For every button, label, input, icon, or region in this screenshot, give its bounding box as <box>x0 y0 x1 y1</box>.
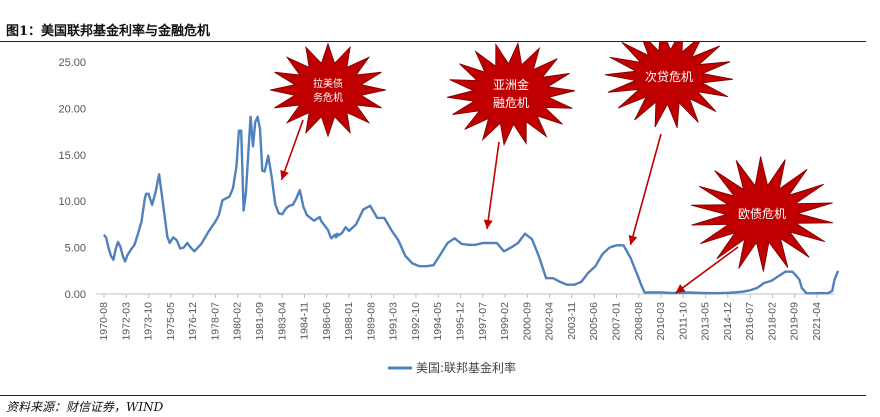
crisis-starburst <box>447 42 575 147</box>
y-tick-label: 15.00 <box>58 150 86 162</box>
x-tick-label: 1994-05 <box>432 302 444 341</box>
source-rule <box>0 395 866 396</box>
x-tick-label: 1992-10 <box>410 302 422 341</box>
chart: 0.00 5.00 10.00 15.00 20.00 25.00 1970-08 1972… <box>58 42 840 375</box>
x-axis: 1970-08 1972-03 1973-10 1975-05 1976-12 1978-… <box>98 294 823 341</box>
crisis-label: 融危机 <box>493 96 529 110</box>
x-tick-label: 1997-07 <box>477 302 489 341</box>
x-tick-label: 1981-09 <box>254 302 266 341</box>
crisis-annotation: 次贷危机 <box>605 42 733 246</box>
x-tick-label: 2000-09 <box>521 302 533 341</box>
x-tick-label: 2016-07 <box>744 302 756 341</box>
x-tick-label: 2005-06 <box>588 302 600 341</box>
x-tick-label: 1978-07 <box>209 302 221 341</box>
x-tick-label: 2003-11 <box>566 302 578 340</box>
crisis-starburst <box>269 42 387 138</box>
x-tick-label: 2014-12 <box>722 302 734 341</box>
x-tick-label: 2013-05 <box>700 302 712 341</box>
x-tick-label: 1983-04 <box>276 302 288 341</box>
x-tick-label: 1972-03 <box>120 302 132 341</box>
crisis-starburst <box>690 156 834 272</box>
x-tick-label: 2021-04 <box>811 302 823 341</box>
x-tick-label: 1984-11 <box>299 302 311 340</box>
x-tick-label: 1986-06 <box>321 302 333 341</box>
crisis-arrow <box>486 141 500 230</box>
crisis-arrow-head <box>675 284 686 294</box>
y-tick-label: 0.00 <box>65 289 86 301</box>
crisis-arrow <box>280 119 304 181</box>
x-tick-label: 2018-02 <box>766 302 778 341</box>
crisis-arrow-head <box>280 169 289 180</box>
x-tick-label: 1991-03 <box>388 302 400 341</box>
y-tick-label: 5.00 <box>65 243 86 255</box>
x-tick-label: 2008-08 <box>633 302 645 341</box>
y-tick-label: 10.00 <box>58 196 86 208</box>
legend-label: 美国:联邦基金利率 <box>416 360 516 375</box>
x-tick-label: 1973-10 <box>143 302 155 341</box>
crisis-arrow-head <box>483 219 493 230</box>
x-tick-label: 1975-05 <box>165 302 177 341</box>
crisis-arrow <box>675 246 739 294</box>
source-note: 资料来源：财信证券，WIND <box>6 400 164 414</box>
series-line-fed-funds-rate <box>102 115 840 295</box>
x-tick-label: 1995-12 <box>455 302 467 341</box>
crisis-arrow <box>629 133 662 246</box>
x-tick-label: 2002-04 <box>544 302 556 341</box>
x-tick-label: 1988-01 <box>343 302 355 341</box>
y-tick-label: 20.00 <box>58 103 86 115</box>
crisis-label: 拉美债 <box>313 77 343 90</box>
crisis-arrow-head <box>628 234 638 245</box>
crisis-starburst <box>605 42 733 128</box>
x-tick-label: 1980-02 <box>232 302 244 341</box>
x-tick-label: 2010-03 <box>655 302 667 341</box>
crisis-label: 务危机 <box>313 91 343 104</box>
crisis-label: 次贷危机 <box>645 70 693 84</box>
x-tick-label: 1976-12 <box>187 302 199 341</box>
x-tick-label: 2011-10 <box>677 302 689 340</box>
crisis-label: 欧债危机 <box>738 207 786 221</box>
crisis-annotation: 欧债危机 <box>675 156 834 294</box>
legend: 美国:联邦基金利率 <box>388 360 516 375</box>
x-tick-label: 1999-02 <box>499 302 511 341</box>
x-tick-label: 2007-01 <box>610 302 622 341</box>
crisis-label: 亚洲金 <box>493 77 529 92</box>
x-tick-label: 2019-09 <box>789 302 801 341</box>
x-tick-label: 1970-08 <box>98 302 110 341</box>
title-rule <box>0 41 866 42</box>
y-tick-label: 25.00 <box>58 57 86 69</box>
figure-title: 图1：美国联邦基金利率与金融危机 <box>6 24 211 39</box>
x-tick-label: 1989-08 <box>365 302 377 341</box>
